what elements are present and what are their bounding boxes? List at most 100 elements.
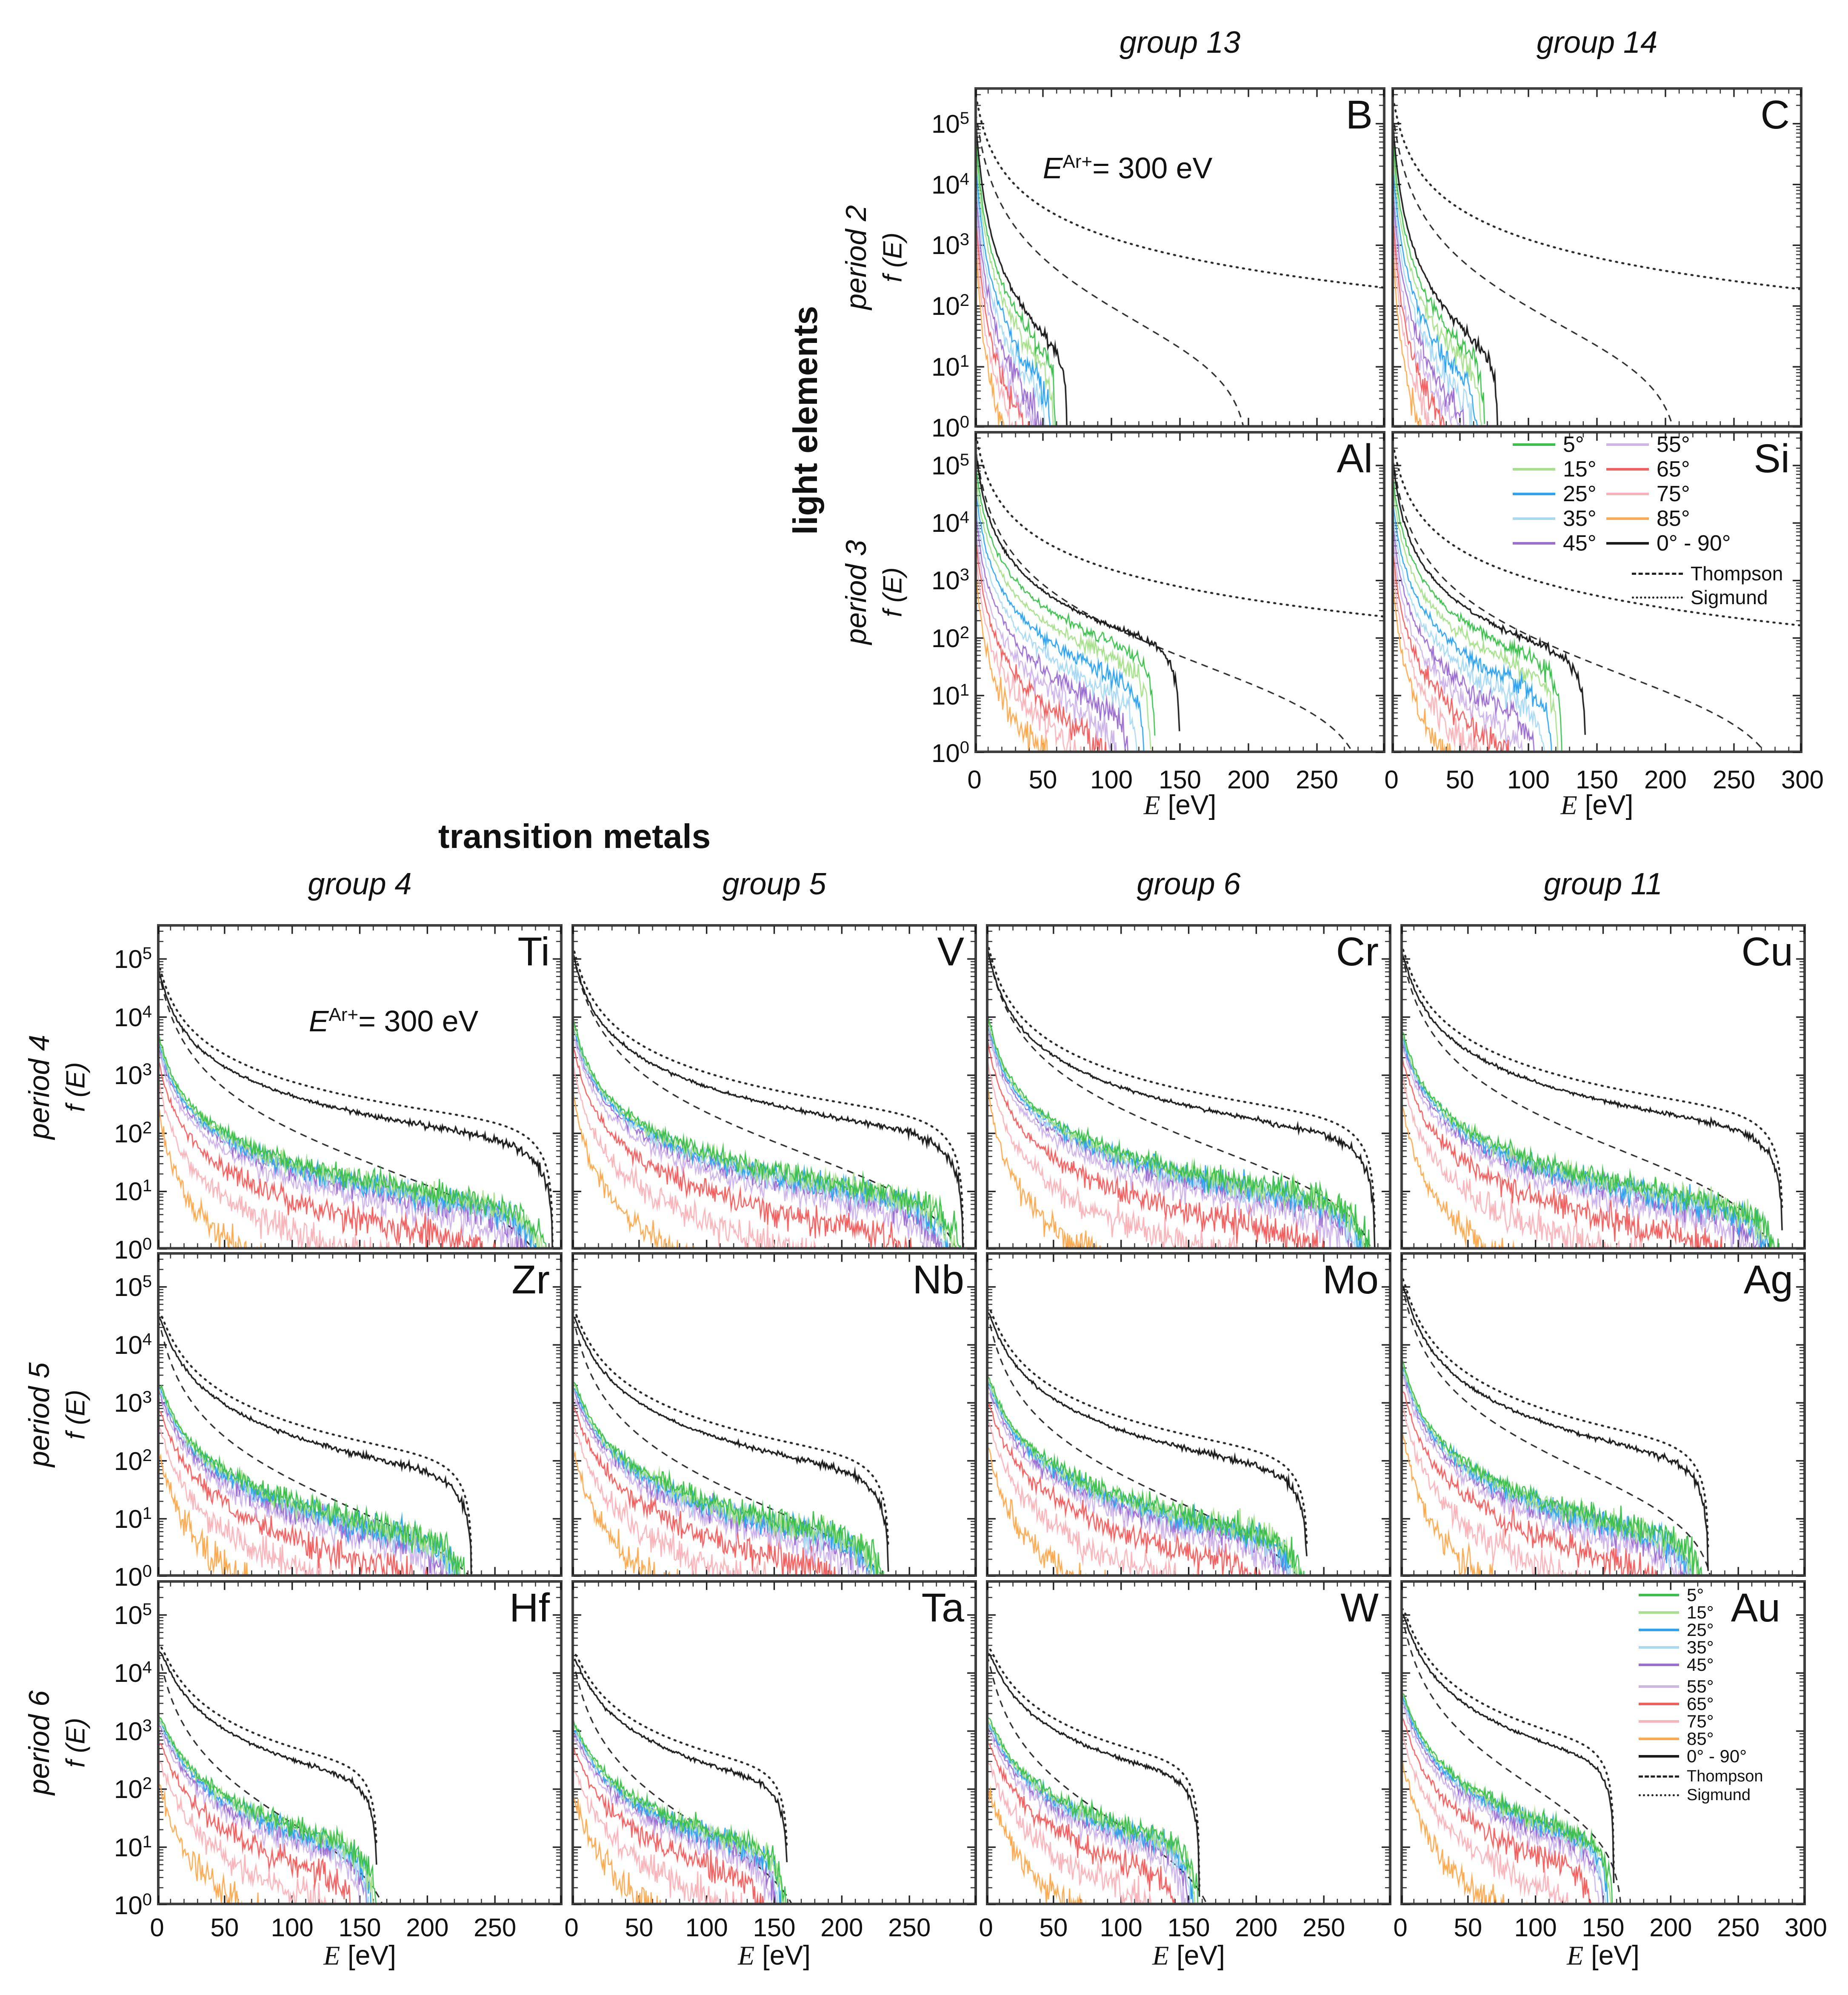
element-label-Au: Au [1731, 1585, 1780, 1630]
plot-canvas-Au [1400, 1580, 1806, 1905]
xtick-100-light-c1: 100 [1507, 765, 1550, 794]
ytick-10e0-metals-r0: 100 [114, 1235, 152, 1264]
ytick-10e1-metals-r2: 101 [114, 1832, 152, 1862]
ytick-10e1-light-r1: 101 [931, 680, 969, 710]
plot-canvas-C [1391, 87, 1802, 428]
element-label-W: W [1340, 1585, 1379, 1630]
legend-item-65°-label: 65° [1657, 457, 1690, 482]
xtick-250-metals-c1: 250 [888, 1913, 931, 1942]
xtick-50-metals-c2: 50 [1039, 1913, 1068, 1942]
ytick-10e3-metals-r1: 103 [114, 1388, 152, 1418]
element-label-Ta: Ta [921, 1585, 964, 1630]
legend-item-au-65°-swatch [1639, 1703, 1679, 1705]
ytick-10e2-light-r1: 102 [931, 623, 969, 653]
xtick-200-metals-c0: 200 [406, 1913, 449, 1942]
xtick-150-light-c1: 150 [1575, 765, 1619, 794]
legend-item-0° - 90°-label: 0° - 90° [1657, 531, 1731, 556]
ytick-10e3-metals-r2: 103 [114, 1716, 152, 1746]
xtick-0-metals-c1: 0 [564, 1913, 579, 1942]
panel-Cu: Cu [1400, 924, 1806, 1250]
plot-canvas-Zr [157, 1252, 563, 1577]
y-axis-title-light-0: f (E) [878, 232, 908, 283]
legend-item-thompson-label: Thompson [1691, 562, 1783, 585]
ytick-10e3-light-r0: 103 [931, 230, 969, 260]
row-header-period-5: period 5 [23, 1362, 55, 1467]
element-label-Cr: Cr [1336, 929, 1379, 974]
legend-item-35°: 35° [1513, 508, 1597, 530]
ytick-10e0-light-r0: 100 [931, 413, 969, 442]
y-axis-title-metals-2: f (E) [61, 1718, 91, 1768]
col-header-group-6: group 6 [1137, 867, 1241, 901]
plot-canvas-V [571, 924, 977, 1250]
panel-Al: Al [974, 431, 1385, 753]
ytick-10e5-metals-r0: 105 [114, 944, 152, 973]
ytick-10e4-metals-r2: 104 [114, 1658, 152, 1688]
element-label-B: B [1345, 92, 1373, 137]
x-axis-title-metals-c2: E [eV] [1152, 1940, 1225, 1971]
legend-item-0° - 90°: 0° - 90° [1606, 532, 1731, 554]
legend-item-au-sigmund-swatch [1639, 1794, 1679, 1796]
y-axis-title-metals-1: f (E) [61, 1389, 91, 1440]
legend-item-au-45°: 45° [1639, 1656, 1714, 1674]
ion-energy-annotation-B: EAr+= 300 eV [1043, 151, 1213, 185]
col-header-group-5: group 5 [722, 867, 826, 901]
x-axis-title-light-c1: E [eV] [1560, 789, 1634, 820]
element-label-Hf: Hf [509, 1585, 550, 1630]
col-header-group-11: group 11 [1544, 867, 1662, 901]
panel-Si: Si 5° 55° 15° 65° 25° 75° 35° 85° 45° 0° - 90° Thom… [1391, 431, 1802, 753]
xtick-250-metals-c3: 250 [1717, 1913, 1760, 1942]
legend-item-au-15°: 15° [1639, 1604, 1714, 1621]
legend-item-au-65°: 65° [1639, 1695, 1714, 1713]
ytick-10e4-light-r0: 104 [931, 169, 969, 199]
legend-item-65°: 65° [1606, 458, 1690, 480]
plot-canvas-Si [1391, 431, 1802, 753]
xtick-0-light-c0: 0 [967, 765, 982, 794]
legend-item-au-5°: 5° [1639, 1586, 1704, 1604]
legend-item-au-5°-swatch [1639, 1594, 1679, 1596]
panel-Ag: Ag [1400, 1252, 1806, 1577]
xtick-100-metals-c2: 100 [1100, 1913, 1143, 1942]
col-header-group-14: group 14 [1536, 26, 1658, 60]
legend-item-15°: 15° [1513, 458, 1597, 480]
xtick-200-metals-c1: 200 [820, 1913, 863, 1942]
legend-item-au-thompson-label: Thompson [1687, 1767, 1763, 1785]
legend-item-au-55°-swatch [1639, 1685, 1679, 1688]
panel-C: C [1391, 87, 1802, 428]
legend-item-au-0° - 90°: 0° - 90° [1639, 1747, 1747, 1765]
plot-canvas-Cu [1400, 924, 1806, 1250]
legend-item-sigmund-swatch [1632, 596, 1683, 599]
legend-item-au-55°: 55° [1639, 1678, 1714, 1695]
panel-Nb: Nb [571, 1252, 977, 1577]
legend-item-45°-label: 45° [1563, 531, 1597, 556]
ytick-10e0-light-r1: 100 [931, 738, 969, 768]
ytick-10e4-metals-r0: 104 [114, 1002, 152, 1032]
legend-item-au-45°-label: 45° [1687, 1655, 1714, 1675]
legend-item-au-25°-label: 25° [1687, 1620, 1714, 1640]
xtick-150-light-c0: 150 [1158, 765, 1202, 794]
row-header-period-3: period 3 [840, 539, 872, 645]
xtick-100-metals-c1: 100 [685, 1913, 728, 1942]
xtick-50-light-c1: 50 [1445, 765, 1474, 794]
plot-canvas-Ti [157, 924, 563, 1250]
legend-item-au-5°-label: 5° [1687, 1585, 1704, 1605]
element-label-Si: Si [1754, 436, 1790, 481]
legend-item-85°-label: 85° [1657, 506, 1690, 531]
legend-item-thompson-swatch [1632, 572, 1683, 575]
legend-item-au-85°: 85° [1639, 1730, 1714, 1748]
panel-Mo: Mo [986, 1252, 1391, 1577]
element-label-C: C [1760, 92, 1790, 137]
xtick-50-metals-c1: 50 [625, 1913, 654, 1942]
x-axis-title-metals-c3: E [eV] [1567, 1940, 1639, 1971]
xtick-200-metals-c3: 200 [1649, 1913, 1692, 1942]
xtick-250-light-c1: 250 [1712, 765, 1756, 794]
legend-item-au-15°-label: 15° [1687, 1602, 1714, 1622]
xtick-150-metals-c2: 150 [1167, 1913, 1210, 1942]
legend-item-0° - 90°-swatch [1606, 542, 1649, 545]
legend-item-au-35°-label: 35° [1687, 1637, 1714, 1657]
xtick-0-metals-c3: 0 [1393, 1913, 1408, 1942]
legend-item-45°-swatch [1513, 542, 1555, 545]
legend-item-35°-swatch [1513, 517, 1555, 520]
panel-Cr: Cr [986, 924, 1391, 1250]
ytick-10e2-metals-r0: 102 [114, 1118, 152, 1148]
xtick-200-light-c0: 200 [1227, 765, 1270, 794]
